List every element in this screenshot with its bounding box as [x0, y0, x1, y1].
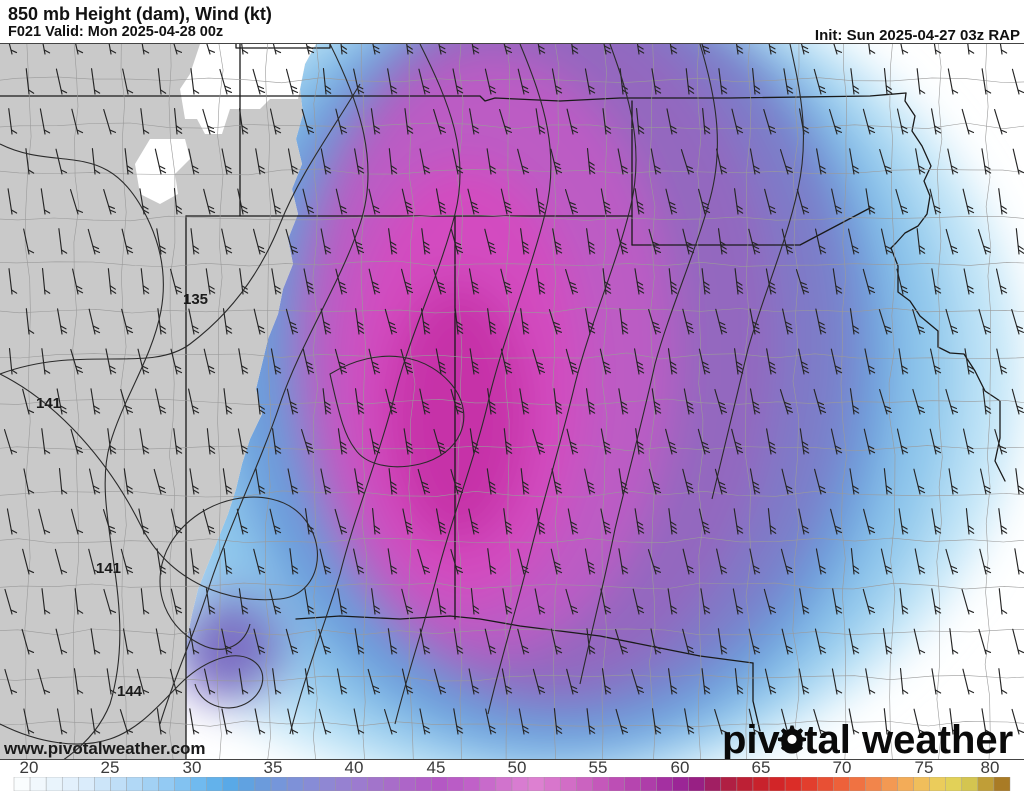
svg-text:pivotal weather: pivotal weather [722, 718, 1013, 759]
svg-text:144: 144 [117, 683, 143, 700]
svg-text:141: 141 [36, 395, 61, 412]
svg-text:141: 141 [96, 560, 121, 577]
svg-text:135: 135 [183, 291, 208, 308]
svg-text:www.pivotalweather.com: www.pivotalweather.com [3, 739, 206, 758]
